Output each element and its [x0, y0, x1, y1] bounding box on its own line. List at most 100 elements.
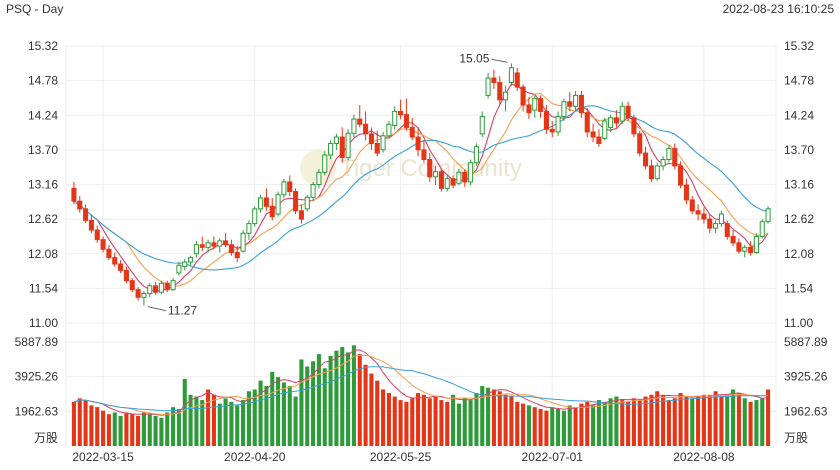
volume-bar	[515, 401, 520, 446]
price-tick-right: 11.54	[784, 281, 813, 295]
volume-bar	[328, 355, 333, 446]
volume-bar	[386, 393, 391, 446]
candle-down	[578, 94, 584, 114]
candle-down	[683, 184, 689, 201]
candle-down	[643, 152, 649, 167]
candle-up	[316, 171, 322, 185]
candle-up	[392, 110, 398, 127]
candle-down	[672, 148, 678, 167]
candle-down	[398, 110, 404, 116]
candle-down	[438, 171, 444, 189]
candle-up	[759, 221, 765, 237]
candle-up	[503, 91, 509, 101]
candle-up	[561, 101, 567, 118]
volume-bar	[544, 410, 549, 446]
candle-up	[654, 165, 660, 180]
high-leader-line	[491, 58, 508, 63]
price-tick-left: 12.62	[28, 212, 58, 226]
candle-down	[637, 133, 643, 154]
candle-down	[491, 77, 497, 84]
candle-down	[748, 246, 754, 253]
candle-up	[508, 67, 514, 84]
low-leader-line	[147, 306, 167, 312]
candle-down	[135, 289, 141, 298]
price-tick-left: 11.00	[29, 316, 58, 330]
volume-ma20-line	[73, 366, 769, 412]
candle-down	[625, 105, 631, 119]
volume-tick-left: 1962.63	[15, 404, 59, 418]
candle-up	[380, 135, 386, 151]
price-axis: 15.32 15.32 14.78 14.78 14.24 14.24 13.70 13.70…	[28, 39, 814, 330]
price-tick-left: 13.16	[28, 178, 58, 192]
volume-bar	[112, 412, 117, 446]
candle-down	[450, 178, 456, 186]
price-tick-right: 14.24	[784, 108, 814, 122]
volume-bar	[521, 403, 526, 446]
volume-bar	[719, 396, 724, 446]
candle-down	[363, 123, 369, 135]
candle-down	[567, 101, 573, 107]
volume-bar	[287, 385, 292, 446]
price-tick-right: 11.00	[784, 316, 813, 330]
candle-up	[532, 98, 538, 111]
volume-bar	[509, 396, 514, 446]
volume-bar	[468, 400, 473, 446]
date-axis: 2022-03-15 2022-04-20 2022-05-25 2022-07-01…	[72, 450, 735, 464]
volume-bar	[713, 391, 718, 446]
volume-bar	[486, 387, 491, 446]
volume-bar	[182, 378, 187, 446]
candle-up	[608, 117, 614, 128]
candle-up	[468, 162, 474, 183]
volume-bar	[398, 400, 403, 446]
candle-down	[701, 213, 707, 220]
volume-bar	[731, 389, 736, 446]
volume-bar	[95, 407, 100, 446]
candle-up	[345, 132, 351, 159]
volume-bar	[188, 394, 193, 446]
volume-bar	[585, 401, 590, 446]
candle-down	[88, 219, 94, 231]
candle-up	[351, 118, 357, 134]
volume-bar	[754, 400, 759, 446]
volume-bar	[433, 396, 438, 446]
price-tick-left: 11.54	[29, 281, 58, 295]
volume-bar	[346, 352, 351, 446]
volume-bar	[316, 354, 321, 446]
volume-bar	[427, 398, 432, 446]
candle-down	[514, 72, 520, 88]
volume-bar	[159, 417, 164, 446]
volume-bar	[322, 368, 327, 446]
grid-lines	[65, 45, 777, 446]
volume-bar	[124, 412, 129, 446]
volume-bar	[334, 350, 339, 446]
volume-bar	[591, 405, 596, 446]
volume-tick-left: 5887.89	[15, 335, 59, 349]
candle-down	[613, 117, 619, 124]
volume-bar	[666, 400, 671, 446]
price-tick-right: 12.08	[784, 247, 814, 261]
volume-bar	[596, 400, 601, 446]
price-tick-right: 13.16	[784, 178, 814, 192]
volume-tick-right: 1962.63	[784, 404, 828, 418]
volume-bar	[766, 389, 771, 446]
candle-up	[742, 246, 748, 252]
volume-bar	[474, 393, 479, 446]
volume-bar	[258, 380, 263, 446]
volume-bar	[421, 394, 426, 446]
candle-up	[555, 116, 561, 133]
volume-bar	[311, 361, 316, 446]
price-tick-left: 13.70	[28, 143, 58, 157]
volume-bar	[200, 400, 205, 446]
price-ma20-line	[73, 105, 769, 271]
volume-bar	[608, 398, 613, 446]
volume-bar	[130, 414, 135, 446]
candle-down	[368, 133, 374, 144]
volume-bar	[375, 380, 380, 446]
volume-axis: 5887.89 5887.89 3925.26 3925.26 1962.63 1962.…	[15, 335, 828, 445]
candle-up	[473, 146, 479, 164]
volume-ma5-line	[73, 349, 769, 416]
candle-up	[573, 94, 579, 107]
volume-bar	[631, 398, 636, 446]
volume-bar	[503, 394, 508, 446]
